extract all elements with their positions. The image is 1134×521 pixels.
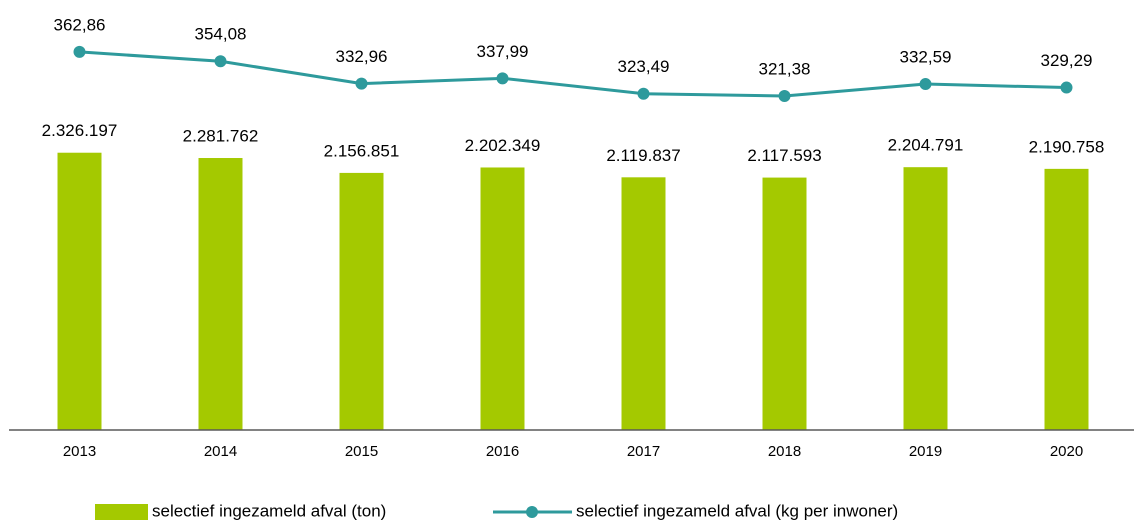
- line-value-label: 321,38: [759, 59, 811, 78]
- bar: [762, 177, 807, 430]
- bar-value-label: 2.202.349: [465, 136, 541, 155]
- line-value-label: 329,29: [1041, 51, 1093, 70]
- legend-swatch: [95, 504, 148, 520]
- bar: [621, 177, 666, 430]
- line-point: [214, 55, 227, 68]
- line-point: [355, 77, 368, 90]
- bar: [480, 167, 525, 431]
- line-point: [637, 87, 650, 100]
- bar-value-label: 2.204.791: [888, 136, 964, 155]
- line-point: [778, 89, 791, 102]
- bar-value-label: 2.281.762: [183, 126, 259, 145]
- bar: [198, 158, 243, 430]
- x-tick-label: 2019: [909, 443, 942, 460]
- x-tick-label: 2014: [204, 443, 237, 460]
- line-value-label: 332,96: [336, 47, 388, 66]
- line: [79, 50, 1067, 98]
- bar: [1044, 168, 1089, 431]
- bar-value-label: 2.117.593: [747, 146, 821, 165]
- x-tick-label: 2013: [63, 443, 96, 460]
- bar-value-label: 2.119.837: [606, 146, 680, 165]
- x-tick-label: 2018: [768, 443, 801, 460]
- x-tick-label: 2017: [627, 443, 660, 460]
- line-point: [1060, 81, 1073, 94]
- line-value-label: 337,99: [477, 42, 529, 61]
- legend-marker: [526, 506, 538, 518]
- legend-label: selectief ingezameld afval (kg per inwon…: [576, 501, 898, 520]
- bar: [57, 152, 102, 430]
- x-tick-label: 2016: [486, 443, 519, 460]
- line-value-label: 323,49: [618, 57, 670, 76]
- legend-label: selectief ingezameld afval (ton): [152, 501, 386, 520]
- bar: [903, 167, 948, 431]
- line-value-label: 354,08: [195, 25, 247, 44]
- line-point: [73, 45, 86, 58]
- line-value-label: 362,86: [54, 15, 106, 34]
- bar-value-label: 2.190.758: [1029, 137, 1105, 156]
- bar-value-label: 2.326.197: [42, 121, 118, 140]
- bar-value-label: 2.156.851: [324, 141, 400, 160]
- line-point: [919, 78, 932, 91]
- x-tick-label: 2015: [345, 443, 378, 460]
- bar: [339, 172, 384, 430]
- line-point: [496, 72, 509, 85]
- line-value-label: 332,59: [900, 48, 952, 67]
- x-tick-label: 2020: [1050, 443, 1083, 460]
